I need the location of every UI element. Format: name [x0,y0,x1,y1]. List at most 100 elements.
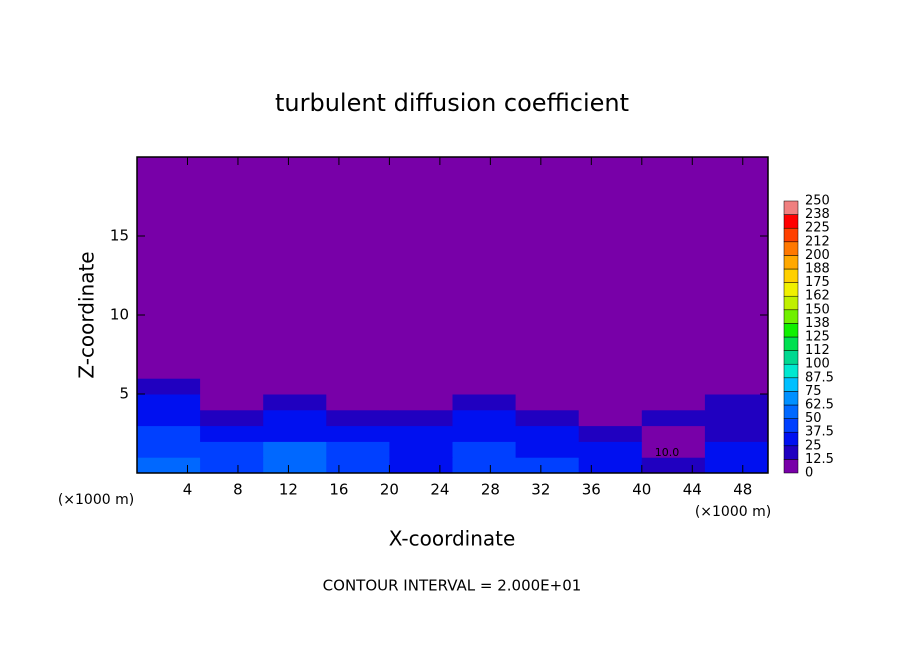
contour-cell [389,457,453,474]
contour-cell [137,378,201,395]
contour-cell [137,457,201,474]
colorbar-swatch [783,282,799,297]
contour-cell [200,425,264,442]
contour-cell [452,457,517,474]
colorbar-swatch [783,363,799,379]
colorbar-label: 200 [805,248,830,263]
x-tick-label: 12 [279,481,298,499]
colorbar-label: 62.5 [805,398,834,413]
contour-cell [641,457,706,474]
contour-cell [578,457,643,474]
contour-cell [326,457,390,474]
colorbar-swatch [783,200,799,215]
colorbar-swatch [783,391,799,406]
x-unit: (×1000 m) [58,492,134,508]
colorbar-label: 112 [805,343,830,358]
x-tick-label: 16 [329,481,348,499]
contour-cell [704,378,769,395]
contour-cell [137,441,201,458]
contour-cell [515,441,580,458]
contour-cell [389,157,453,379]
colorbar-label: 25 [805,438,822,453]
contour-cell [578,157,643,379]
contour-cell [578,378,643,395]
x-tick-label: 4 [183,481,193,499]
contour-cell [641,157,706,379]
colorbar-label: 125 [805,330,830,345]
colorbar-label: 75 [805,384,822,399]
contour-cell [200,378,264,395]
colorbar-swatch [783,377,799,392]
contour-cell [704,409,769,427]
contour-cell [515,378,580,395]
contour-cell [641,425,706,442]
contour-cell [515,457,580,474]
x-tick-label: 48 [733,481,752,499]
colorbar-swatch [783,255,799,270]
contour-cell [200,409,264,427]
contour-cell [200,441,264,458]
colorbar-swatch [783,323,799,338]
contour-cell [263,425,327,442]
colorbar-label: 162 [805,289,830,304]
contour-cell [326,409,390,427]
contour-cell [578,425,643,442]
y-axis-label: Z-coordinate [75,251,99,378]
contour-cell [452,157,517,379]
x-tick-label: 32 [531,481,550,499]
x-tick-label: 24 [430,481,449,499]
colorbar-label: 238 [805,207,830,222]
contour-cell [704,457,769,474]
colorbar-swatch [783,241,799,256]
contour-cell [137,157,201,379]
colorbar-label: 175 [805,275,830,290]
x-axis-label: X-coordinate [389,527,516,551]
colorbar-swatch [783,214,799,229]
contour-cell [200,394,264,411]
colorbar-label: 212 [805,234,830,249]
contour-cell [137,394,201,411]
x-tick-label: 36 [582,481,601,499]
contour-cell [326,378,390,395]
contour-cell [452,425,517,442]
contour-cell [641,394,706,411]
contour-cell [326,157,390,379]
contour-cell [389,425,453,442]
contour-cell [515,409,580,427]
colorbar-label: 87.5 [805,370,834,385]
contour-cell [200,457,264,474]
x-tick-label: 28 [481,481,500,499]
contour-cell [452,409,517,427]
contour-cell [326,394,390,411]
colorbar-label: 225 [805,221,830,236]
contour-cell [326,425,390,442]
colorbar-swatch [783,268,799,283]
contour-cell [515,157,580,379]
colorbar-label: 0 [805,466,813,481]
y-tick-label: 15 [110,227,129,245]
contour-cell [578,441,643,458]
contour-cell [452,394,517,411]
colorbar-swatch [783,404,799,419]
contour-cell [704,157,769,379]
contour-cell [578,409,643,427]
contour-cell [641,378,706,395]
colorbar-swatch [783,350,799,365]
contour-cell [263,457,327,474]
colorbar-label: 12.5 [805,452,834,467]
x-tick-label: 8 [233,481,243,499]
colorbar-label: 150 [805,302,830,317]
colorbar-swatch [783,431,799,447]
contour-cell [263,441,327,458]
chart-title: turbulent diffusion coefficient [275,89,629,117]
contour-cell [389,394,453,411]
contour-cell [389,409,453,427]
contour-cell [641,409,706,427]
colorbar-label: 138 [805,316,830,331]
contour-cell [452,378,517,395]
y-tick-label: 10 [110,306,129,324]
x-tick-label: 40 [632,481,651,499]
colorbar-swatch [783,295,799,311]
footer: CONTOUR INTERVAL = 2.000E+01 [323,577,582,595]
contour-cell [704,394,769,411]
